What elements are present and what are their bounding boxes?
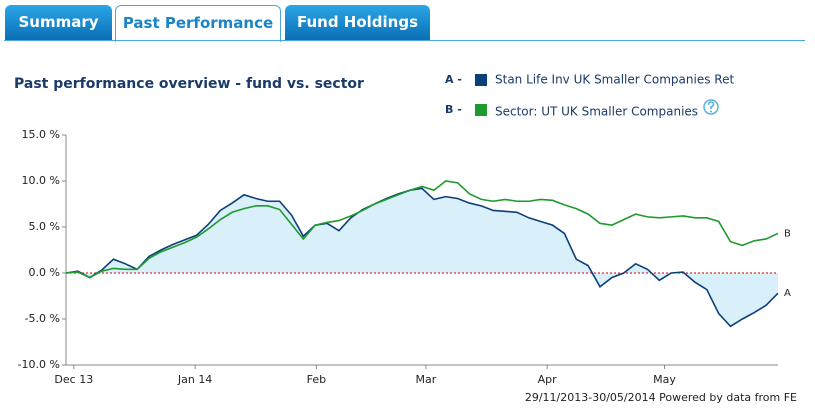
footer: 29/11/2013-30/05/2014 Powered by data fr…: [525, 391, 797, 404]
y-tick-label: 0.0 %: [29, 266, 60, 279]
end-label: A: [784, 288, 791, 299]
y-tick-label: -10.0 %: [18, 358, 60, 371]
chart-title: Past performance overview - fund vs. sec…: [14, 76, 364, 92]
legend-label: Stan Life Inv UK Smaller Companies Ret: [495, 73, 734, 87]
x-tick-label: May: [653, 373, 676, 386]
tab-active[interactable]: Past Performance: [115, 5, 281, 42]
x-tick-label: Mar: [416, 373, 437, 386]
x-tick-label: Feb: [307, 373, 326, 386]
legend-prefix: B -: [445, 103, 462, 116]
x-tick-label: Jan 14: [177, 373, 212, 386]
y-tick-label: 10.0 %: [22, 174, 60, 187]
line: [65, 187, 779, 328]
tab-underline: [4, 40, 805, 41]
x-tick-label: Dec 13: [54, 373, 93, 386]
line: [65, 180, 779, 279]
legend-swatch: [475, 104, 487, 116]
help-icon[interactable]: [703, 99, 719, 115]
area: [66, 188, 778, 327]
y-tick-label: 15.0 %: [22, 128, 60, 141]
y-tick-label: 5.0 %: [29, 220, 60, 233]
legend-label: Sector: UT UK Smaller Companies: [495, 105, 698, 119]
legend-swatch: [475, 74, 487, 86]
tab[interactable]: Fund Holdings: [285, 5, 430, 40]
tab[interactable]: Summary: [5, 5, 112, 40]
x-tick-label: Apr: [538, 373, 558, 386]
legend-prefix: A -: [445, 73, 462, 86]
end-label: B: [784, 228, 791, 239]
y-tick-label: -5.0 %: [25, 312, 60, 325]
